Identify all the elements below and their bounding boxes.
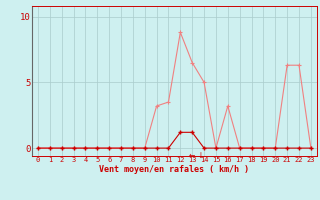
Text: ← ↓: ← ↓	[189, 151, 204, 160]
X-axis label: Vent moyen/en rafales ( km/h ): Vent moyen/en rafales ( km/h )	[100, 165, 249, 174]
